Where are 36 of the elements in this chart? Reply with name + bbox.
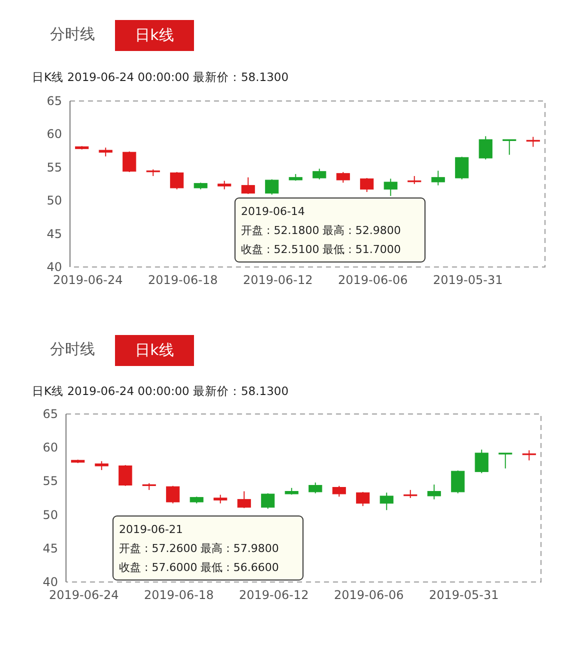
x-tick-label: 2019-06-18 — [144, 588, 214, 602]
x-tick-label: 2019-06-24 — [53, 273, 123, 287]
y-tick-label: 55 — [42, 474, 58, 488]
annotation: 收盘 : 57.6000 最低 : 56.6600 — [119, 561, 279, 574]
text: 分时线 — [50, 340, 95, 358]
chart-title: 日K线 2019-06-24 00:00:00 最新价：58.1300 — [32, 384, 289, 398]
y-tick-label: 55 — [46, 160, 62, 174]
x-tick-label: 2019-06-24 — [49, 588, 119, 602]
y-tick-label: 45 — [42, 541, 58, 556]
y-tick-label: 40 — [42, 575, 58, 589]
x-tick-label: 2019-06-06 — [338, 273, 408, 287]
annotation: 开盘 : 57.2600 最高 : 57.9800 — [119, 542, 279, 555]
chart-title: 日K线 2019-06-24 00:00:00 最新价：58.1300 — [32, 70, 289, 84]
annotation: 2019-06-14 — [241, 205, 305, 218]
y-tick-label: 40 — [46, 260, 62, 274]
y-tick-label: 65 — [42, 407, 58, 421]
x-tick-label: 2019-06-18 — [148, 273, 218, 287]
text: 日k线 — [135, 341, 174, 359]
x-tick-label: 2019-06-06 — [334, 588, 404, 602]
y-tick-label: 65 — [46, 94, 62, 108]
annotation: 2019-06-21 — [119, 523, 183, 536]
annotation: 收盘 : 52.5100 最低 : 51.7000 — [241, 243, 401, 256]
x-tick-label: 2019-06-12 — [243, 273, 313, 287]
tooltip: 2019-06-14 开盘 : 52.1800 最高 : 52.9800 收盘 : 52.5100 最低 : 51.7000 — [234, 198, 426, 262]
y-tick-label: 60 — [46, 127, 62, 142]
x-tick-label: 2019-05-31 — [433, 273, 503, 287]
y-tick-label: 45 — [46, 226, 62, 241]
x-tick-label: 2019-05-31 — [429, 588, 499, 602]
y-tick-label: 60 — [42, 440, 58, 455]
y-tick-label: 50 — [46, 194, 62, 208]
text: 日k线 — [135, 26, 174, 44]
x-tick-label: 2019-06-12 — [239, 588, 309, 602]
tooltip: 2019-06-21 开盘 : 57.2600 最高 : 57.9800 收盘 : 57.6000 最低 : 56.6600 — [112, 516, 304, 580]
annotation: 开盘 : 52.1800 最高 : 52.9800 — [241, 224, 401, 237]
text: 分时线 — [50, 25, 95, 43]
y-tick-label: 50 — [42, 508, 58, 522]
